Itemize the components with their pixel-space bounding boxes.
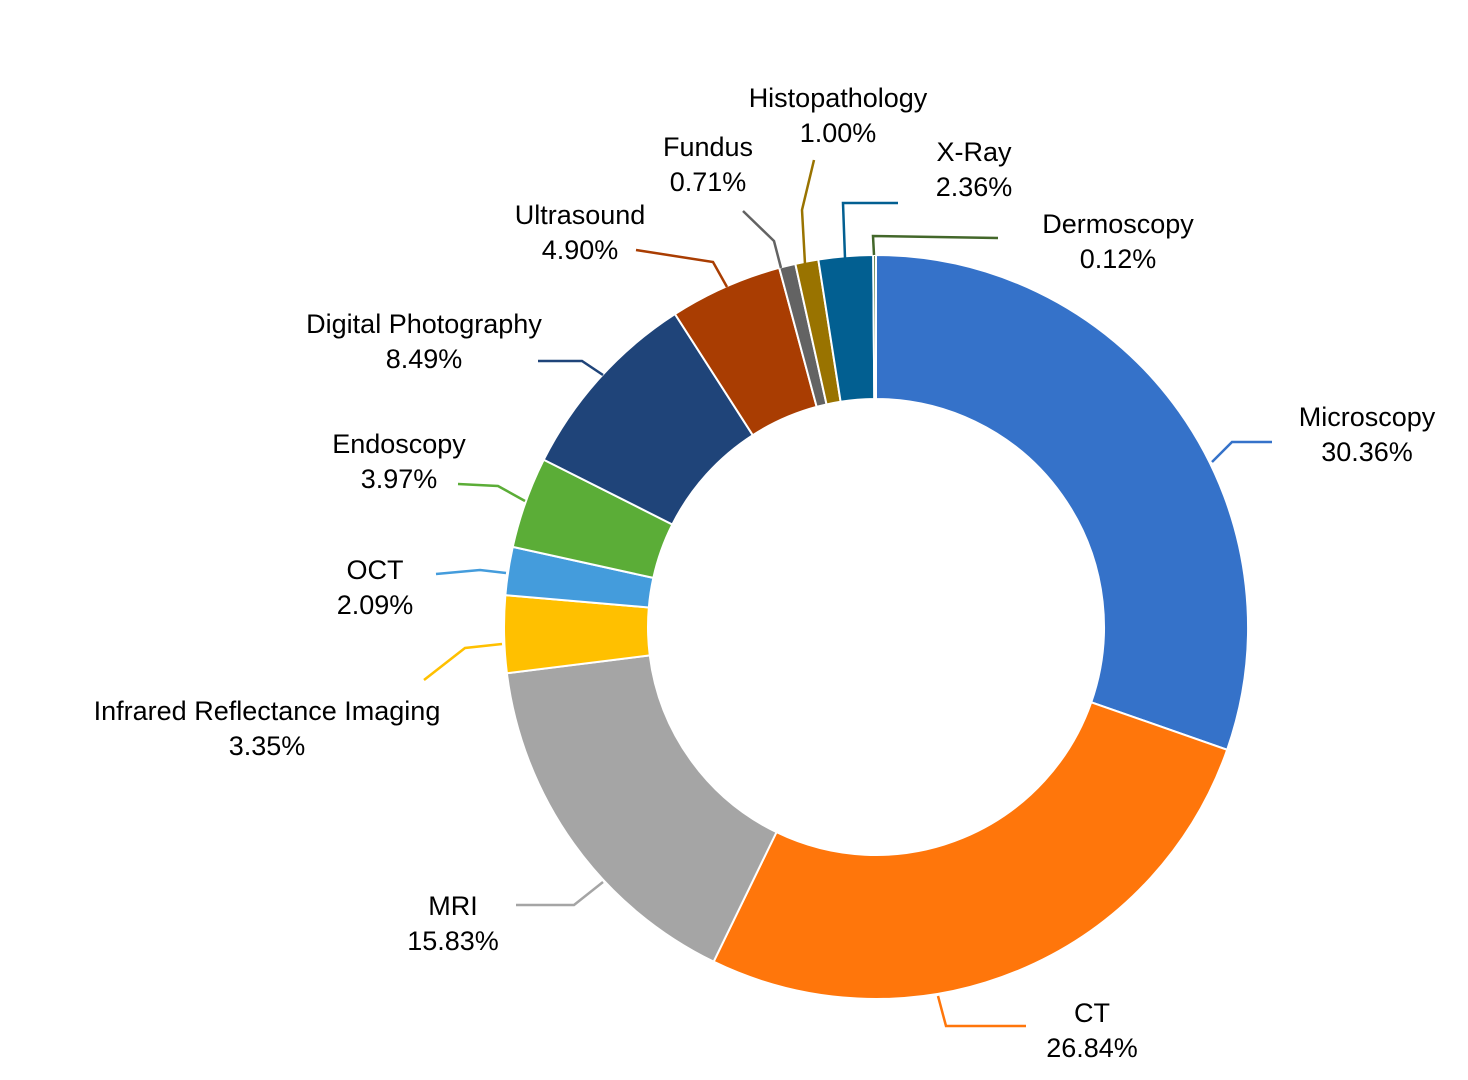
leader-line-dermoscopy [871, 234, 999, 256]
value-label-ct: 26.84% [1046, 1033, 1138, 1063]
category-label-mri: MRI [428, 891, 478, 921]
value-label-ultrasound: 4.90% [542, 235, 619, 265]
category-label-infrared-reflectance-imaging: Infrared Reflectance Imaging [94, 696, 441, 726]
leader-line-fundus [742, 210, 783, 269]
data-labels-layer: Microscopy 30.36% CT 26.84% MRI 15.83% Infrare… [94, 83, 1436, 1063]
leader-line-x-ray [841, 201, 898, 259]
value-label-microscopy: 30.36% [1321, 437, 1413, 467]
category-label-microscopy: Microscopy [1299, 402, 1436, 432]
value-label-x-ray: 2.36% [936, 172, 1013, 202]
leader-line-infrared-reflectance-imaging [423, 642, 503, 681]
leader-line-histopathology [800, 159, 816, 265]
value-label-fundus: 0.71% [670, 167, 747, 197]
value-label-oct: 2.09% [337, 590, 414, 620]
category-label-fundus: Fundus [663, 132, 753, 162]
leader-line-endoscopy [457, 482, 526, 503]
leader-line-oct [435, 568, 507, 576]
category-label-ultrasound: Ultrasound [515, 200, 646, 230]
category-label-endoscopy: Endoscopy [332, 429, 466, 459]
value-label-histopathology: 1.00% [800, 118, 877, 148]
slice-microscopy [875, 253, 1249, 752]
value-label-endoscopy: 3.97% [361, 464, 438, 494]
leader-line-ultrasound [635, 248, 729, 288]
slice-dermoscopy [872, 253, 877, 401]
leader-line-ct [936, 995, 1026, 1028]
category-label-digital-photography: Digital Photography [306, 309, 542, 339]
slice-ct [712, 700, 1229, 1000]
category-label-oct: OCT [347, 555, 404, 585]
value-label-infrared-reflectance-imaging: 3.35% [229, 731, 306, 761]
category-label-histopathology: Histopathology [749, 83, 928, 113]
value-label-dermoscopy: 0.12% [1080, 244, 1157, 274]
category-label-ct: CT [1074, 998, 1110, 1028]
leader-line-mri [516, 881, 604, 907]
category-label-dermoscopy: Dermoscopy [1042, 209, 1194, 239]
value-label-mri: 15.83% [407, 926, 499, 956]
leader-line-digital-photography [538, 359, 604, 377]
slices-layer [503, 253, 1249, 1000]
leader-lines-layer [423, 159, 1272, 1028]
slice-mri [505, 654, 778, 964]
value-label-digital-photography: 8.49% [386, 344, 463, 374]
leader-line-microscopy [1211, 440, 1272, 463]
category-label-x-ray: X-Ray [936, 137, 1012, 167]
